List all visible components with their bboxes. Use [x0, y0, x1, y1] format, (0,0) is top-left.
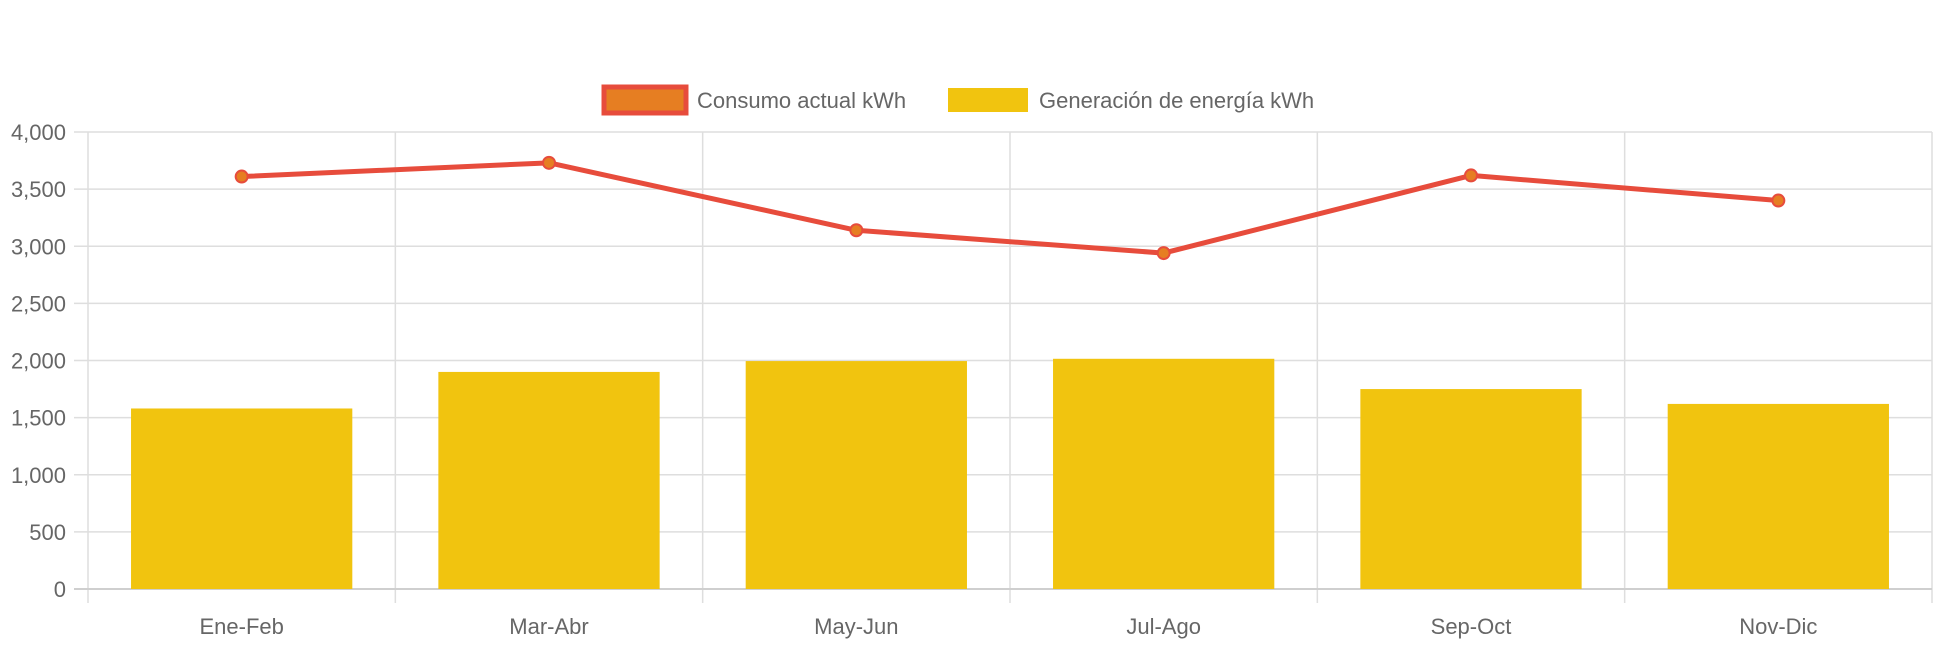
- x-axis: Ene-Feb Mar-Abr May-Jun Jul-Ago Sep-Oct Nov-D…: [199, 614, 1817, 639]
- line-point: [234, 169, 249, 184]
- line-point: [542, 155, 556, 170]
- y-tick-label: 500: [29, 520, 66, 545]
- x-tick-label: Mar-Abr: [509, 614, 588, 639]
- bar: [1360, 389, 1582, 589]
- y-tick-label: 2,500: [11, 291, 66, 316]
- legend-swatch-consumption: [601, 84, 689, 116]
- bar: [438, 371, 660, 589]
- x-tick-label: Nov-Dic: [1739, 614, 1817, 639]
- bar: [745, 361, 967, 589]
- bar: [1053, 358, 1275, 589]
- x-tick-label: May-Jun: [814, 614, 898, 639]
- bar: [131, 408, 353, 589]
- y-tick-label: 1,000: [11, 463, 66, 488]
- y-tick-label: 2,000: [11, 349, 66, 374]
- legend-label-consumption: Consumo actual kWh: [697, 88, 906, 113]
- y-tick-label: 1,500: [11, 406, 66, 431]
- legend-label-generation: Generación de energía kWh: [1039, 88, 1314, 113]
- bar-series: [131, 358, 1889, 589]
- line-series: [234, 155, 1786, 261]
- line-point: [1156, 246, 1171, 261]
- y-tick-label: 4,000: [11, 120, 66, 145]
- x-tick-label: Sep-Oct: [1431, 614, 1512, 639]
- y-tick-label: 3,000: [11, 234, 66, 259]
- consumption-line: [241, 160, 1779, 256]
- y-tick-label: 0: [54, 577, 66, 602]
- bar: [1667, 403, 1889, 589]
- line-point: [1771, 193, 1786, 208]
- line-point: [1464, 168, 1478, 183]
- y-axis: 0 500 1,000 1,500 2,000 2,500 3,000 3,500 4,000: [11, 120, 66, 602]
- line-point: [849, 223, 864, 238]
- legend-swatch-generation: [948, 88, 1028, 112]
- x-tick-label: Ene-Feb: [199, 614, 283, 639]
- y-tick-label: 3,500: [11, 177, 66, 202]
- grid: [74, 131, 1933, 603]
- legend: Consumo actual kWh Generación de energía …: [601, 84, 1314, 116]
- x-tick-label: Jul-Ago: [1126, 614, 1201, 639]
